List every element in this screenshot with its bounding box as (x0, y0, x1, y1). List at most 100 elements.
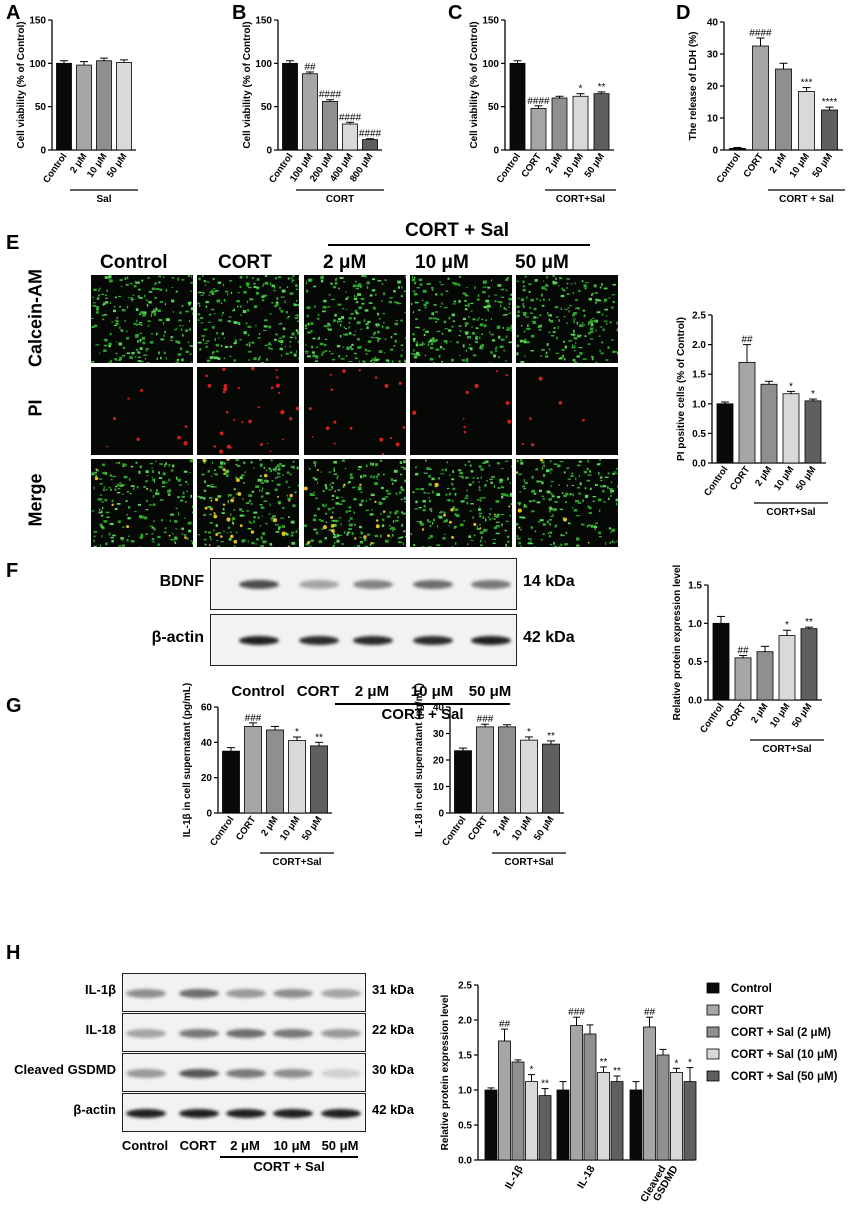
cell-mark (207, 531, 212, 534)
cell-mark (419, 283, 423, 286)
cell-mark (420, 522, 424, 526)
cell-mark (414, 301, 419, 304)
cell-mark (391, 533, 394, 537)
cell-mark (294, 317, 299, 319)
cell-mark (226, 459, 230, 461)
y-tick-label: 20 (433, 756, 445, 767)
cell-mark (203, 280, 206, 283)
cell-mark (165, 289, 168, 292)
cell-mark (281, 464, 286, 467)
cell-mark (546, 276, 548, 279)
y-tick-label: 40 (433, 703, 445, 714)
cell-mark (189, 345, 193, 347)
cell-mark (581, 280, 584, 283)
cell-mark (130, 296, 133, 300)
cell-mark (607, 346, 610, 349)
cell-mark (328, 293, 331, 296)
cell-mark (556, 281, 558, 285)
cell-mark (353, 497, 357, 501)
cell-mark (390, 348, 394, 351)
cell-mark (297, 484, 299, 487)
cell-mark (145, 480, 148, 483)
cell-mark (415, 472, 419, 476)
cell-mark (102, 471, 107, 475)
cell-mark (516, 305, 520, 309)
cell-mark (104, 276, 108, 279)
cell-mark (249, 522, 253, 524)
cell-mark (479, 506, 481, 508)
cell-mark (93, 531, 98, 533)
cell-mark (598, 335, 601, 337)
cell-mark (291, 332, 295, 336)
cell-mark (281, 525, 285, 528)
cell-mark (587, 459, 590, 463)
x-tick-label: 2 μM (749, 701, 770, 725)
cell-mark (270, 469, 273, 473)
cell-mark (518, 503, 521, 506)
cell-mark (427, 546, 432, 547)
cell-mark (211, 461, 214, 464)
cell-mark (561, 349, 565, 351)
y-tick-label: 50 (488, 102, 500, 113)
cell-mark (360, 499, 364, 503)
cell-mark (378, 317, 381, 320)
cell-mark (372, 542, 375, 545)
cell-mark (137, 360, 142, 362)
cell-mark (410, 353, 414, 355)
cell-mark (109, 332, 112, 336)
cell-mark (491, 517, 493, 519)
cell-mark (355, 280, 357, 283)
cell-mark (572, 291, 575, 295)
cell-mark (114, 488, 117, 491)
cell-mark (176, 340, 180, 343)
cell-mark (561, 492, 564, 494)
cell-mark (340, 522, 342, 526)
cell-mark (501, 288, 505, 291)
cell-mark (262, 284, 264, 287)
cell-mark (539, 314, 542, 317)
cell-mark (233, 488, 236, 491)
cell-mark (369, 513, 374, 516)
cell-mark (606, 322, 608, 325)
blot-kda-label: 22 kDa (372, 1021, 414, 1037)
cell-mark (119, 356, 123, 360)
cell-mark (560, 534, 563, 537)
cell-mark (356, 321, 361, 325)
cell-mark (516, 352, 519, 356)
group-label: CORT+Sal (272, 857, 321, 868)
bar (538, 1095, 552, 1161)
cell-mark (457, 283, 460, 286)
bar (542, 743, 560, 814)
cell-mark (476, 525, 478, 528)
cell-mark (548, 314, 553, 317)
significance-label: ** (315, 732, 323, 743)
cell-mark (170, 538, 175, 541)
cell-mark (141, 324, 143, 326)
y-tick-label: 150 (29, 16, 46, 27)
cell-mark (451, 500, 454, 502)
y-tick-label: 150 (482, 16, 499, 27)
cell-mark (325, 426, 330, 431)
cell-mark (468, 483, 472, 486)
cell-mark (139, 536, 144, 539)
cell-mark (541, 481, 544, 485)
cell-mark (269, 503, 271, 507)
cell-mark (136, 351, 140, 353)
cell-mark (139, 322, 143, 324)
cell-mark (354, 357, 358, 360)
cell-mark (423, 343, 425, 345)
cell-mark (464, 304, 468, 307)
cell-mark (297, 304, 299, 307)
cell-mark (146, 499, 148, 502)
cell-mark (474, 383, 479, 389)
cell-mark (333, 544, 335, 547)
cell-mark (187, 522, 190, 525)
cell-mark (308, 407, 312, 411)
cell-mark (215, 533, 219, 536)
cell-mark (126, 514, 128, 516)
cell-mark (535, 468, 539, 471)
cell-mark (358, 306, 362, 310)
cell-mark (404, 496, 406, 499)
cell-mark (370, 475, 373, 479)
bar (551, 97, 568, 151)
